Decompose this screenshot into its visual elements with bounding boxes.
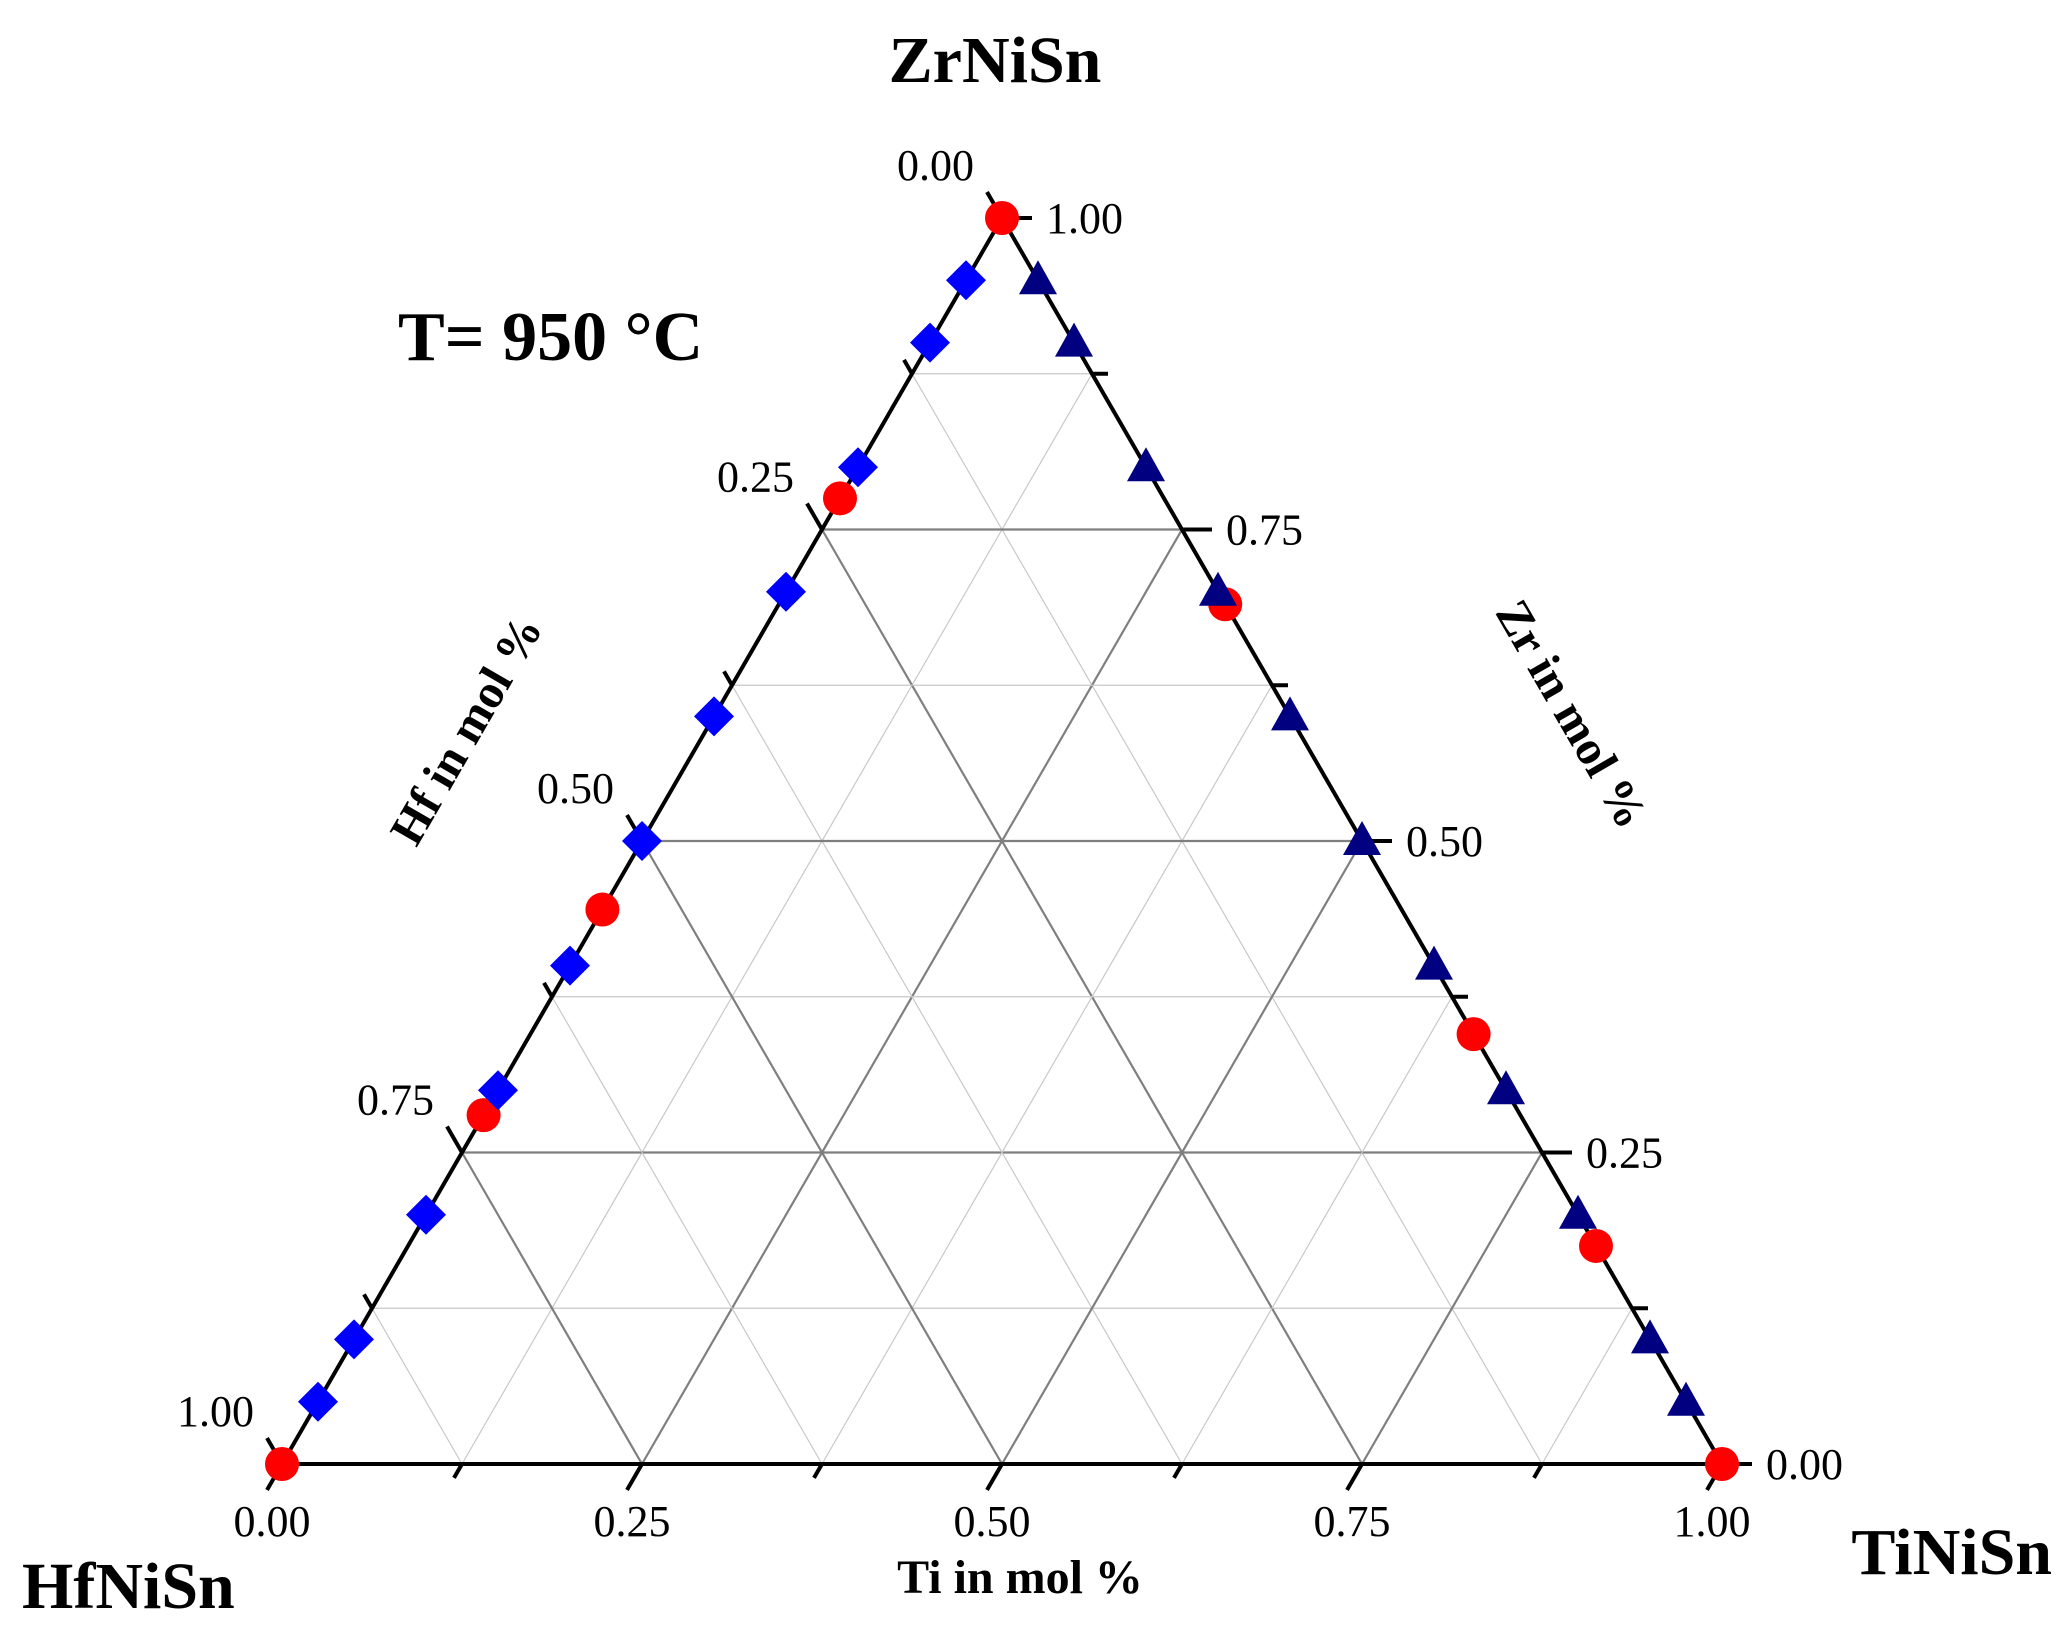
tick-left <box>542 981 554 998</box>
data-point-triangle <box>1055 322 1093 357</box>
tick-left <box>902 358 914 375</box>
tick-label-left: 0.50 <box>537 764 614 813</box>
tick-bottom <box>985 1462 1004 1491</box>
grid-line-ti <box>1181 996 1453 1465</box>
data-point-circle <box>985 201 1019 235</box>
data-point-diamond <box>910 322 950 363</box>
tick-left <box>722 670 734 687</box>
data-points <box>265 201 1739 1481</box>
tick-bottom <box>1345 1462 1364 1491</box>
temperature-annotation: T= 950 °C <box>398 299 703 376</box>
grid-line-ti <box>1541 1307 1633 1465</box>
grid-line-hf <box>371 1307 463 1465</box>
data-point-diamond <box>622 821 662 861</box>
tick-bottom <box>452 1462 464 1479</box>
grid-line-hf <box>551 996 823 1465</box>
data-point-circle <box>823 481 857 516</box>
tick-label-left: 0.75 <box>357 1076 434 1125</box>
tick-bottom <box>812 1462 824 1479</box>
tick-left <box>445 1125 464 1154</box>
data-point-triangle <box>1631 1319 1669 1354</box>
grid-line-hf <box>461 1151 643 1465</box>
vertex-label-left: HfNiSn <box>22 1550 235 1623</box>
tick-label-bottom: 1.00 <box>1674 1497 1751 1546</box>
data-point-triangle <box>1199 571 1237 606</box>
tick-label-right: 0.75 <box>1226 506 1303 555</box>
tick-label-left: 1.00 <box>177 1387 254 1436</box>
data-point-triangle <box>1343 821 1381 855</box>
data-point-diamond <box>550 945 590 986</box>
tick-left <box>805 502 824 531</box>
tick-label-bottom: 0.50 <box>954 1497 1031 1546</box>
grid-line-hf <box>911 373 1543 1465</box>
data-point-diamond <box>694 696 734 737</box>
data-point-triangle <box>1127 447 1165 482</box>
data-point-circle <box>1705 1447 1739 1481</box>
grid-line-hf <box>641 840 1003 1465</box>
vertex-label-right: TiNiSn <box>1851 1516 2052 1589</box>
axis-label-bottom: Ti in mol % <box>897 1551 1143 1604</box>
data-point-diamond <box>766 571 806 612</box>
data-point-triangle <box>1415 945 1453 980</box>
data-point-triangle <box>1487 1070 1525 1105</box>
tick-label-bottom: 0.00 <box>234 1497 311 1546</box>
grid-line-ti <box>1361 1151 1543 1465</box>
data-point-diamond <box>334 1319 374 1360</box>
data-point-triangle <box>1667 1381 1705 1416</box>
data-point-diamond <box>946 260 986 301</box>
tick-left <box>362 1293 374 1310</box>
tick-labels: 0.00 0.25 0.50 0.75 1.00 0.00 0.25 0.50 0.75 1.00… <box>177 141 1843 1546</box>
tick-label-left: 0.00 <box>897 141 974 190</box>
tick-label-left: 0.25 <box>717 453 794 502</box>
data-point-triangle <box>1019 260 1057 295</box>
data-point-circle <box>466 1098 501 1133</box>
grid-line-ti <box>1001 840 1363 1465</box>
data-point-diamond <box>298 1381 338 1422</box>
tick-label-right: 0.25 <box>1586 1129 1663 1178</box>
tick-label-bottom: 0.25 <box>594 1497 671 1546</box>
data-point-circle <box>1579 1228 1613 1263</box>
axis-label-right: Zr in mol % <box>1485 591 1658 837</box>
data-point-diamond <box>406 1194 446 1235</box>
axis-label-left: Hf in mol % <box>380 607 553 854</box>
data-point-triangle <box>1271 696 1309 731</box>
data-point-diamond <box>478 1070 518 1111</box>
data-point-circle <box>585 892 620 927</box>
vertex-label-top: ZrNiSn <box>889 24 1102 97</box>
data-point-circle <box>1456 1017 1491 1052</box>
data-point-circle <box>265 1447 299 1481</box>
tick-label-right: 1.00 <box>1046 194 1123 243</box>
tick-bottom <box>625 1462 644 1491</box>
grid-line-ti <box>461 373 1093 1465</box>
tick-label-bottom: 0.75 <box>1314 1497 1391 1546</box>
tick-bottom <box>1532 1462 1544 1479</box>
ternary-grid <box>371 373 1633 1465</box>
data-point-triangle <box>1559 1194 1597 1229</box>
data-point-diamond <box>838 447 878 488</box>
tick-label-right: 0.50 <box>1406 817 1483 866</box>
tick-bottom <box>1172 1462 1184 1479</box>
grid-line-hf <box>731 684 1183 1465</box>
tick-label-right: 0.00 <box>1766 1440 1843 1489</box>
grid-line-ti <box>821 684 1273 1465</box>
